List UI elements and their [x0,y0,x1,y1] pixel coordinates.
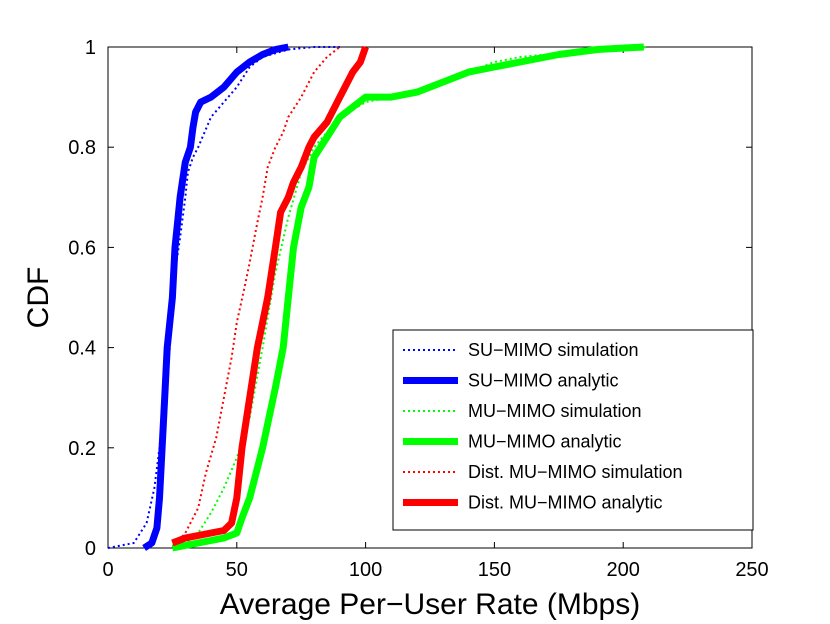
legend-label-1: SU−MIMO analytic [468,371,619,391]
legend-label-4: Dist. MU−MIMO simulation [468,462,683,482]
plot-frame [107,46,753,549]
y-axis-title: CDF [22,267,55,329]
y-tick-label: 0 [85,538,96,560]
y-tick-label: 1 [85,37,96,59]
y-tick-label: 0.6 [68,237,96,259]
legend-box [392,329,754,531]
y-tick-label: 0.2 [68,438,96,460]
x-tick-label: 50 [226,559,248,581]
legend-label-0: SU−MIMO simulation [468,340,639,360]
series-line-4 [171,46,341,549]
legend-label-3: MU−MIMO analytic [468,432,622,452]
x-tick-label: 250 [735,559,768,581]
x-axis-title: Average Per−User Rate (Mbps) [220,588,640,621]
series-line-5 [171,45,369,547]
y-tick-label: 0.4 [68,338,96,360]
series-line-3 [171,43,644,552]
x-tick-label: 200 [607,559,640,581]
legend-label-2: MU−MIMO simulation [468,401,642,421]
x-tick-label: 150 [478,559,511,581]
x-tick-label: 100 [349,559,382,581]
x-tick-label: 0 [102,559,113,581]
legend-label-5: Dist. MU−MIMO analytic [468,493,663,513]
y-tick-label: 0.8 [68,137,96,159]
series-line-0 [107,46,340,549]
series-line-1 [142,43,289,551]
